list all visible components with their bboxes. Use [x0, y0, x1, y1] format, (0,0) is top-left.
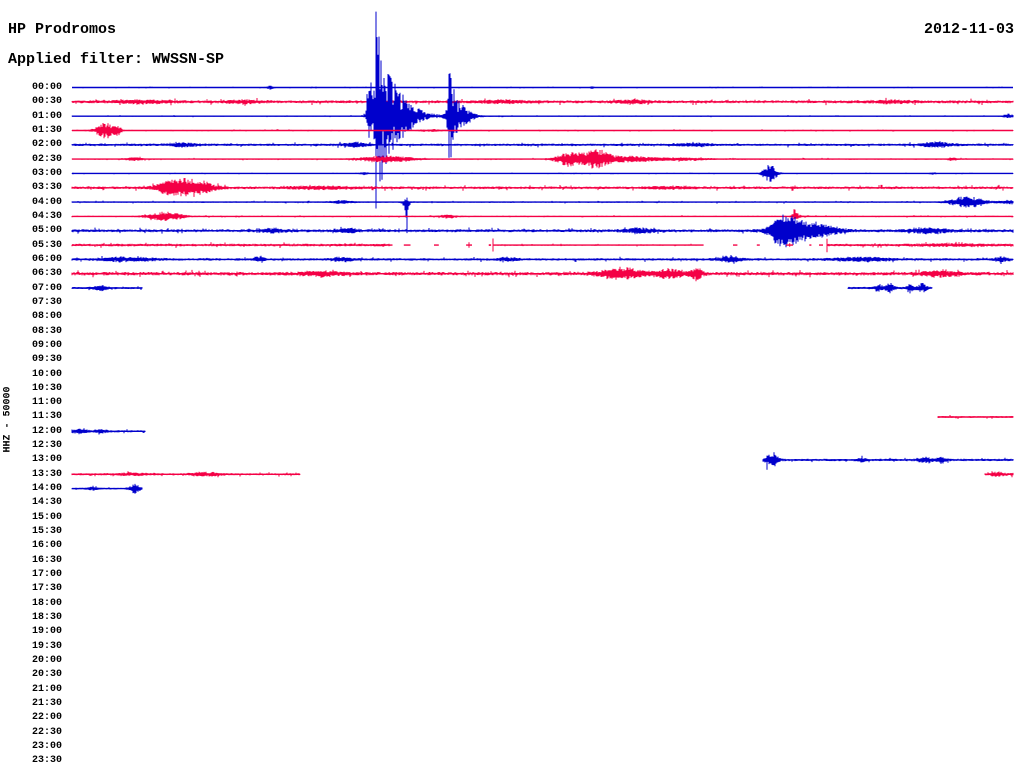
- row-time-label: 15:00: [31, 511, 62, 523]
- trace-wiggles-13:00: [762, 452, 1014, 470]
- trace-wiggles-11:30: [937, 415, 1014, 419]
- row-time-label: 07:30: [31, 296, 62, 308]
- row-time-label: 04:30: [31, 210, 62, 222]
- row-time-label: 05:30: [31, 239, 62, 251]
- trace-wiggles-06:00: [71, 255, 1014, 264]
- row-time-label: 06:00: [31, 253, 62, 265]
- row-time-label: 14:30: [31, 497, 62, 509]
- trace-wiggles-07:00: [71, 283, 933, 294]
- applied-filter-label: Applied filter: WWSSN-SP: [8, 51, 225, 68]
- row-time-label: 13:30: [31, 468, 62, 480]
- row-time-label: 14:00: [31, 483, 62, 495]
- row-time-label: 20:30: [31, 669, 62, 681]
- row-time-label: 03:00: [31, 167, 62, 179]
- row-time-label: 12:30: [31, 440, 62, 452]
- row-time-label: 09:00: [31, 339, 62, 351]
- row-time-label: 01:30: [31, 124, 62, 136]
- row-time-label: 23:00: [31, 740, 62, 752]
- trace-wiggles-04:00: [71, 196, 1014, 234]
- row-time-label: 13:00: [31, 454, 62, 466]
- row-time-label: 08:00: [31, 311, 62, 323]
- trace-wiggles-01:00: [71, 11, 1014, 209]
- date-label: 2012-11-03: [923, 21, 1014, 38]
- trace-wiggles-05:30: [71, 238, 1014, 253]
- trace-wiggles-03:00: [71, 165, 1014, 182]
- row-time-label: 08:30: [31, 325, 62, 337]
- row-time-label: 22:30: [31, 726, 62, 738]
- trace-wiggles-13:30: [71, 471, 1014, 478]
- row-time-label: 00:00: [31, 82, 62, 93]
- trace-wiggles-02:30: [71, 149, 1014, 169]
- row-time-label: 17:00: [31, 569, 62, 581]
- row-time-label: 03:30: [31, 182, 62, 194]
- row-time-label: 19:00: [31, 626, 62, 638]
- row-time-label: 01:00: [31, 110, 62, 122]
- row-time-label: 22:00: [31, 712, 62, 724]
- row-time-label: 02:30: [31, 153, 62, 165]
- trace-wiggles-12:00: [71, 428, 146, 435]
- row-time-label: 05:00: [31, 225, 62, 237]
- row-time-label: 20:00: [31, 655, 62, 666]
- row-time-label: 12:00: [31, 425, 62, 437]
- station-title: HP Prodromos: [8, 21, 117, 38]
- trace-wiggles-00:30: [71, 97, 1014, 106]
- row-time-label: 04:00: [31, 196, 62, 208]
- row-time-label: 21:00: [31, 683, 62, 695]
- row-time-label: 15:30: [31, 526, 62, 538]
- row-time-label: 21:30: [31, 697, 62, 709]
- row-time-label: 07:00: [31, 282, 62, 294]
- row-time-label: 18:30: [31, 612, 62, 624]
- row-time-label: 09:30: [31, 354, 62, 366]
- row-time-label: 02:00: [31, 139, 62, 151]
- row-time-label: 19:30: [31, 640, 62, 652]
- trace-wiggles-00:00: [72, 85, 1013, 90]
- trace-wiggles-01:30: [71, 123, 1014, 139]
- row-time-label: 10:30: [31, 382, 62, 394]
- trace-wiggles-02:00: [71, 141, 1014, 148]
- row-time-label: 18:00: [31, 597, 62, 609]
- trace-wiggles-14:00: [71, 483, 143, 494]
- trace-wiggles-06:30: [71, 266, 1014, 282]
- row-time-label: 10:00: [31, 368, 62, 380]
- row-time-label: 17:30: [31, 583, 62, 595]
- trace-wiggles-04:30: [71, 209, 1014, 221]
- row-time-label: 16:00: [31, 540, 62, 552]
- row-time-label: 16:30: [31, 554, 62, 566]
- row-time-label: 00:30: [31, 96, 62, 108]
- row-time-label: 11:00: [31, 397, 62, 409]
- row-time-label: 06:30: [31, 268, 62, 280]
- row-time-label: 23:30: [31, 755, 62, 767]
- trace-wiggles-03:30: [71, 178, 1014, 197]
- row-time-label: 11:30: [31, 411, 62, 423]
- trace-wiggles-05:00: [71, 214, 1014, 248]
